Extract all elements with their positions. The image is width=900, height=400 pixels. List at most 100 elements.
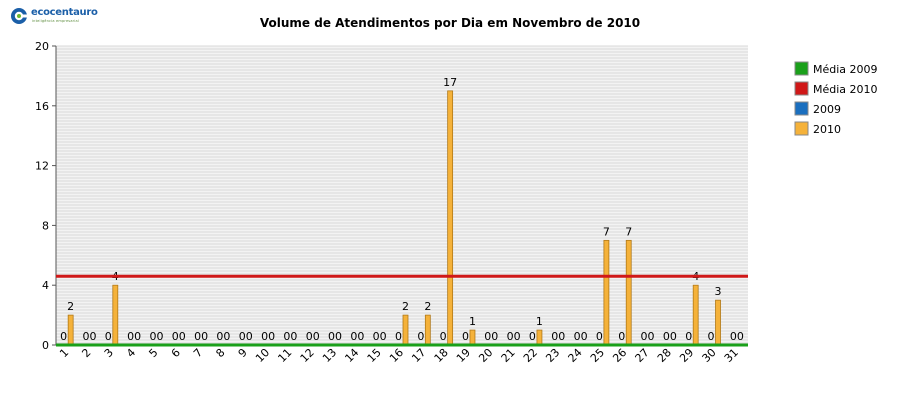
x-tick-label: 20 xyxy=(476,346,495,365)
x-tick-label: 16 xyxy=(387,346,406,365)
bar-label-2010: 2 xyxy=(402,300,409,313)
bar-label-2010: 0 xyxy=(670,330,677,343)
x-tick-label: 22 xyxy=(521,346,540,365)
x-tick-label: 4 xyxy=(124,346,138,360)
legend-2009-label: 2009 xyxy=(813,103,841,116)
bar-2010 xyxy=(715,299,721,346)
x-tick-label: 25 xyxy=(588,346,607,365)
x-tick-label: 10 xyxy=(253,346,272,365)
bar-label-2009: 0 xyxy=(395,330,402,343)
x-tick-label: 17 xyxy=(409,346,428,365)
x-tick-label: 24 xyxy=(566,346,585,365)
chart-title: Volume de Atendimentos por Dia em Novemb… xyxy=(259,16,641,30)
logo-tagline: inteligência empresarial xyxy=(32,19,80,23)
ecocentauro-logo: ecocentauro inteligência empresarial xyxy=(10,6,110,26)
bar-label-2009: 0 xyxy=(730,330,737,343)
gridlines xyxy=(56,45,748,344)
bar-label-2010: 0 xyxy=(380,330,387,343)
bar-label-2009: 0 xyxy=(149,330,156,343)
bar-2010 xyxy=(603,239,610,346)
bar-label-2010: 2 xyxy=(424,300,431,313)
bar-2010 xyxy=(424,314,431,346)
x-tick-label: 23 xyxy=(543,346,562,365)
y-tick-label: 0 xyxy=(42,339,49,352)
bar-label-2009: 0 xyxy=(82,330,89,343)
bar-label-2010: 0 xyxy=(335,330,342,343)
bar-label-2010: 0 xyxy=(268,330,275,343)
bar-label-2009: 0 xyxy=(663,330,670,343)
bar-label-2009: 0 xyxy=(306,330,313,343)
bar-label-2009: 0 xyxy=(283,330,290,343)
logo-name: ecocentauro xyxy=(31,7,98,18)
bar-label-2010: 0 xyxy=(290,330,297,343)
bar-label-2009: 0 xyxy=(641,330,648,343)
x-tick-label: 6 xyxy=(169,346,183,360)
bar-label-2009: 0 xyxy=(574,330,581,343)
bar-label-2010: 1 xyxy=(469,315,476,328)
bar-label-2010: 3 xyxy=(715,285,722,298)
bar-label-2009: 0 xyxy=(484,330,491,343)
x-tick-label: 9 xyxy=(236,346,250,360)
y-tick-label: 12 xyxy=(35,160,49,173)
x-tick-label: 30 xyxy=(700,346,719,365)
legend-2009-swatch xyxy=(794,101,809,116)
bar-2010 xyxy=(469,329,476,346)
bar-label-2009: 0 xyxy=(239,330,246,343)
logo-mark-icon xyxy=(11,8,27,24)
x-tick-label: 11 xyxy=(275,346,294,365)
bar-label-2009: 0 xyxy=(618,330,625,343)
x-tick-label: 5 xyxy=(146,346,160,360)
bar-label-2010: 0 xyxy=(648,330,655,343)
bar-label-2010: 0 xyxy=(491,330,498,343)
bar-label-2010: 0 xyxy=(737,330,744,343)
bar-label-2009: 0 xyxy=(328,330,335,343)
x-tick-label: 31 xyxy=(722,346,741,365)
bar-label-2009: 0 xyxy=(172,330,179,343)
x-tick-label: 1 xyxy=(57,346,71,360)
bar-label-2010: 0 xyxy=(558,330,565,343)
bar-label-2010: 0 xyxy=(223,330,230,343)
bar-2010 xyxy=(536,329,543,346)
legend-media-2010-label: Média 2010 xyxy=(813,83,878,96)
bar-2010 xyxy=(625,239,632,346)
y-tick-label: 20 xyxy=(35,40,49,53)
legend-media-2009-swatch xyxy=(794,61,809,76)
x-tick-label: 7 xyxy=(191,346,205,360)
bar-label-2010: 0 xyxy=(134,330,141,343)
bar-label-2009: 0 xyxy=(373,330,380,343)
bar-label-2009: 0 xyxy=(529,330,536,343)
x-tick-label: 21 xyxy=(499,346,518,365)
x-tick-label: 13 xyxy=(320,346,339,365)
bar-label-2009: 0 xyxy=(685,330,692,343)
bar-label-2010: 7 xyxy=(603,225,610,238)
x-tick-label: 12 xyxy=(298,346,317,365)
bar-label-2009: 0 xyxy=(261,330,268,343)
bar-label-2009: 0 xyxy=(105,330,112,343)
x-tick-label: 19 xyxy=(454,346,473,365)
legend-2010-label: 2010 xyxy=(813,123,841,136)
y-tick-label: 16 xyxy=(35,100,49,113)
bar-label-2009: 0 xyxy=(462,330,469,343)
bar-label-2010: 17 xyxy=(443,76,457,89)
y-tick-label: 8 xyxy=(42,219,49,232)
bar-label-2009: 0 xyxy=(216,330,223,343)
bar-label-2009: 0 xyxy=(60,330,67,343)
x-tick-label: 8 xyxy=(213,346,227,360)
bar-label-2010: 1 xyxy=(536,315,543,328)
bar-label-2010: 0 xyxy=(313,330,320,343)
x-tick-label: 2 xyxy=(79,346,93,360)
bar-2010 xyxy=(402,314,409,346)
x-tick-label: 14 xyxy=(342,346,361,365)
bar-2010 xyxy=(447,90,454,346)
bar-label-2010: 0 xyxy=(89,330,96,343)
bar-label-2009: 0 xyxy=(596,330,603,343)
bar-2010 xyxy=(112,284,119,346)
bar-label-2009: 0 xyxy=(551,330,558,343)
bar-2010 xyxy=(67,314,74,346)
y-tick-label: 4 xyxy=(42,279,49,292)
bar-label-2010: 0 xyxy=(581,330,588,343)
bar-label-2010: 0 xyxy=(357,330,364,343)
bar-label-2010: 0 xyxy=(201,330,208,343)
legend-media-2010-swatch xyxy=(794,81,809,96)
